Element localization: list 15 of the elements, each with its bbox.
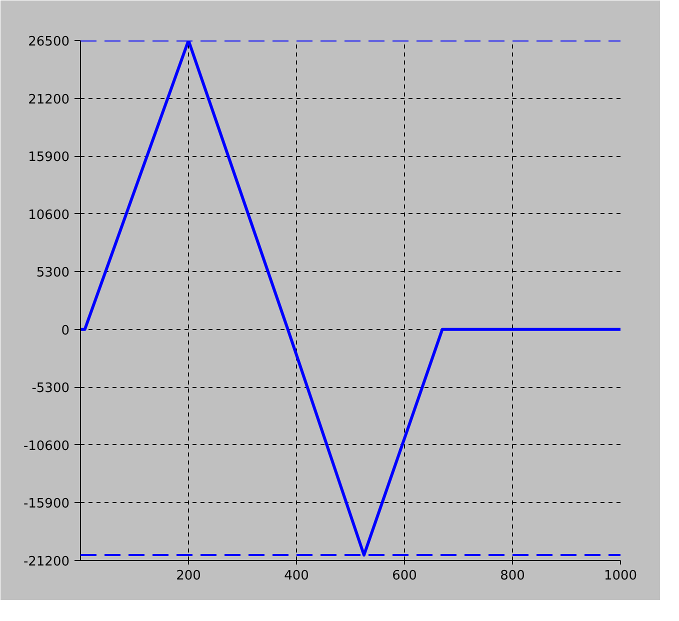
y-tick-label: 0 — [61, 323, 70, 338]
y-tick-label: 15900 — [28, 150, 70, 166]
x-tick-label: 1000 — [604, 568, 638, 584]
y-tick-label: 5300 — [36, 266, 70, 281]
y-tick-label: -10600 — [23, 438, 70, 454]
y-tick-label: -21200 — [23, 554, 70, 570]
y-tick-label: 10600 — [28, 208, 70, 223]
x-tick-label: 800 — [500, 568, 525, 584]
x-tick-label: 200 — [176, 568, 201, 584]
x-tick-label: 600 — [392, 568, 417, 584]
y-tick-label: 21200 — [28, 92, 70, 108]
y-tick-label: -5300 — [32, 381, 70, 396]
x-tick-label: 400 — [284, 568, 309, 584]
y-tick-label: 26500 — [28, 34, 70, 50]
y-tick-label: -15900 — [23, 496, 70, 512]
